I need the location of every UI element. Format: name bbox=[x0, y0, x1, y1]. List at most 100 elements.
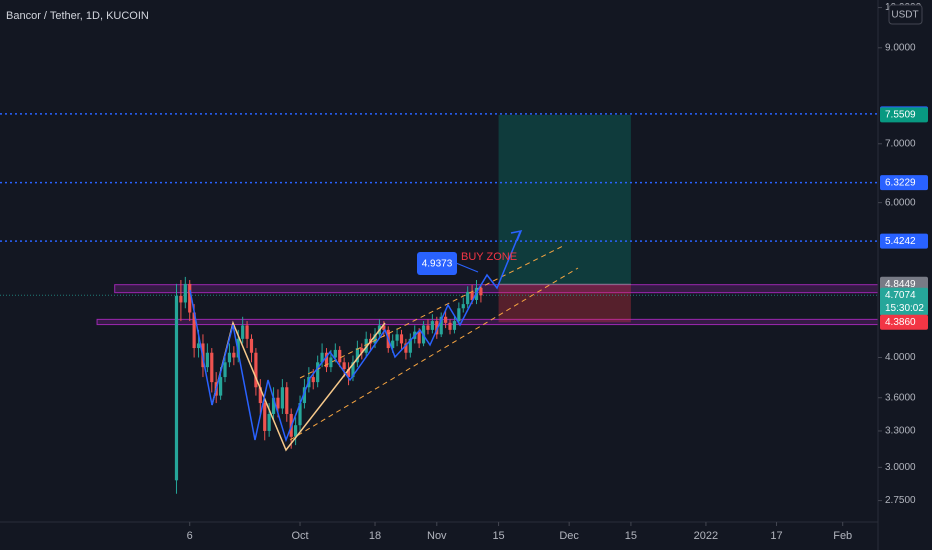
y-tick-label: 2.7500 bbox=[885, 495, 916, 506]
candle-body bbox=[399, 334, 404, 344]
resistance-zone bbox=[114, 284, 879, 294]
y-tick-label: 3.6000 bbox=[885, 392, 916, 403]
candle-body bbox=[196, 343, 201, 349]
candle-body bbox=[311, 377, 315, 383]
candle-body bbox=[263, 403, 267, 431]
y-tick-label: 3.0000 bbox=[885, 462, 916, 473]
price-axis-bg bbox=[878, 0, 932, 550]
candle-body bbox=[236, 338, 240, 358]
candle-body bbox=[470, 291, 474, 300]
candle-body bbox=[285, 387, 289, 414]
levels-layer bbox=[0, 113, 878, 296]
price-callout: 4.9373 bbox=[422, 259, 453, 270]
candle-body bbox=[417, 331, 421, 344]
level-tag bbox=[880, 175, 928, 191]
resistance-zone bbox=[96, 318, 879, 326]
x-tick-label: 6 bbox=[187, 530, 193, 542]
time-axis-bg bbox=[0, 522, 878, 550]
candle-body bbox=[439, 316, 443, 335]
candle-body bbox=[174, 295, 179, 481]
level-tag bbox=[880, 287, 928, 316]
y-tick-label: 7.0000 bbox=[885, 138, 916, 149]
y-tick-label: 3.3000 bbox=[885, 426, 916, 437]
callout-pointer bbox=[455, 262, 479, 273]
candle-body bbox=[461, 304, 465, 309]
candle-body bbox=[241, 325, 245, 339]
candle-body bbox=[435, 321, 439, 335]
x-tick-label: Oct bbox=[291, 530, 308, 542]
candle-body bbox=[232, 352, 236, 358]
candle-body bbox=[188, 283, 192, 313]
candle-body bbox=[452, 321, 457, 330]
candle-body bbox=[338, 349, 342, 363]
x-tick-label: 15 bbox=[492, 530, 504, 542]
candle-body bbox=[408, 338, 412, 353]
chart-title: Bancor / Tether, 1D, KUCOIN bbox=[6, 10, 149, 22]
candle-body bbox=[298, 403, 302, 426]
candle-body bbox=[205, 352, 209, 368]
arrow-head bbox=[510, 229, 523, 242]
x-tick-label: 15 bbox=[625, 530, 637, 542]
candle-body bbox=[276, 397, 280, 409]
candle-body bbox=[351, 362, 355, 378]
candle-body bbox=[448, 322, 452, 330]
candle-body bbox=[346, 369, 351, 378]
x-tick-label: 18 bbox=[369, 530, 381, 542]
blue-zigzag bbox=[189, 231, 521, 443]
x-tick-label: 17 bbox=[770, 530, 782, 542]
candle-body bbox=[227, 352, 232, 363]
candle-body bbox=[466, 291, 470, 305]
candle-body bbox=[271, 397, 276, 414]
candle-body bbox=[430, 321, 434, 330]
level-tag bbox=[880, 233, 928, 249]
candle-body bbox=[360, 348, 364, 353]
level-label: 5.4242 bbox=[885, 236, 916, 247]
candle-body bbox=[324, 352, 329, 368]
zones-layer bbox=[96, 114, 879, 326]
candle-body bbox=[404, 343, 408, 353]
candle-body bbox=[395, 334, 399, 341]
candle-body bbox=[254, 352, 258, 388]
candle-body bbox=[223, 362, 227, 378]
target-area bbox=[498, 114, 631, 285]
candle-body bbox=[355, 348, 359, 363]
candle-body bbox=[258, 387, 262, 404]
candle-body bbox=[457, 308, 461, 322]
candle-body bbox=[444, 316, 448, 323]
level-tag bbox=[880, 314, 928, 330]
y-tick-label: 4.0000 bbox=[885, 352, 916, 363]
channel-lower bbox=[289, 267, 579, 441]
candle-body bbox=[280, 387, 284, 409]
candle-body bbox=[249, 338, 254, 353]
candle-body bbox=[333, 349, 337, 358]
level-tag bbox=[880, 107, 928, 123]
x-tick-label: Dec bbox=[559, 530, 579, 542]
x-tick-label: Nov bbox=[427, 530, 447, 542]
candle-body bbox=[183, 283, 187, 303]
candle-body bbox=[316, 362, 320, 383]
candle-body bbox=[219, 377, 223, 396]
candle-body bbox=[391, 340, 395, 349]
y-tick-label: 6.0000 bbox=[885, 197, 916, 208]
candle-body bbox=[320, 352, 324, 363]
level-label: 7.5509 bbox=[885, 109, 916, 120]
candle-body bbox=[302, 387, 307, 404]
candle-body bbox=[479, 287, 483, 296]
drawings bbox=[189, 229, 579, 452]
level-label: 4.7074 bbox=[885, 290, 916, 301]
countdown: 15:30:02 bbox=[885, 303, 924, 314]
candle-body bbox=[294, 425, 298, 437]
channel-upper bbox=[299, 244, 566, 379]
x-tick-label: 2022 bbox=[694, 530, 718, 542]
level-label: 4.3860 bbox=[885, 317, 916, 328]
candle-body bbox=[267, 413, 271, 431]
candle-body bbox=[192, 312, 196, 349]
buy-zone-label: BUY ZONE bbox=[461, 251, 517, 263]
currency-box bbox=[888, 4, 923, 25]
candle-body bbox=[329, 357, 333, 368]
level-label: 6.3229 bbox=[885, 177, 916, 188]
candle-body bbox=[210, 352, 214, 383]
candle-body bbox=[373, 334, 377, 344]
stop-area bbox=[498, 284, 631, 323]
